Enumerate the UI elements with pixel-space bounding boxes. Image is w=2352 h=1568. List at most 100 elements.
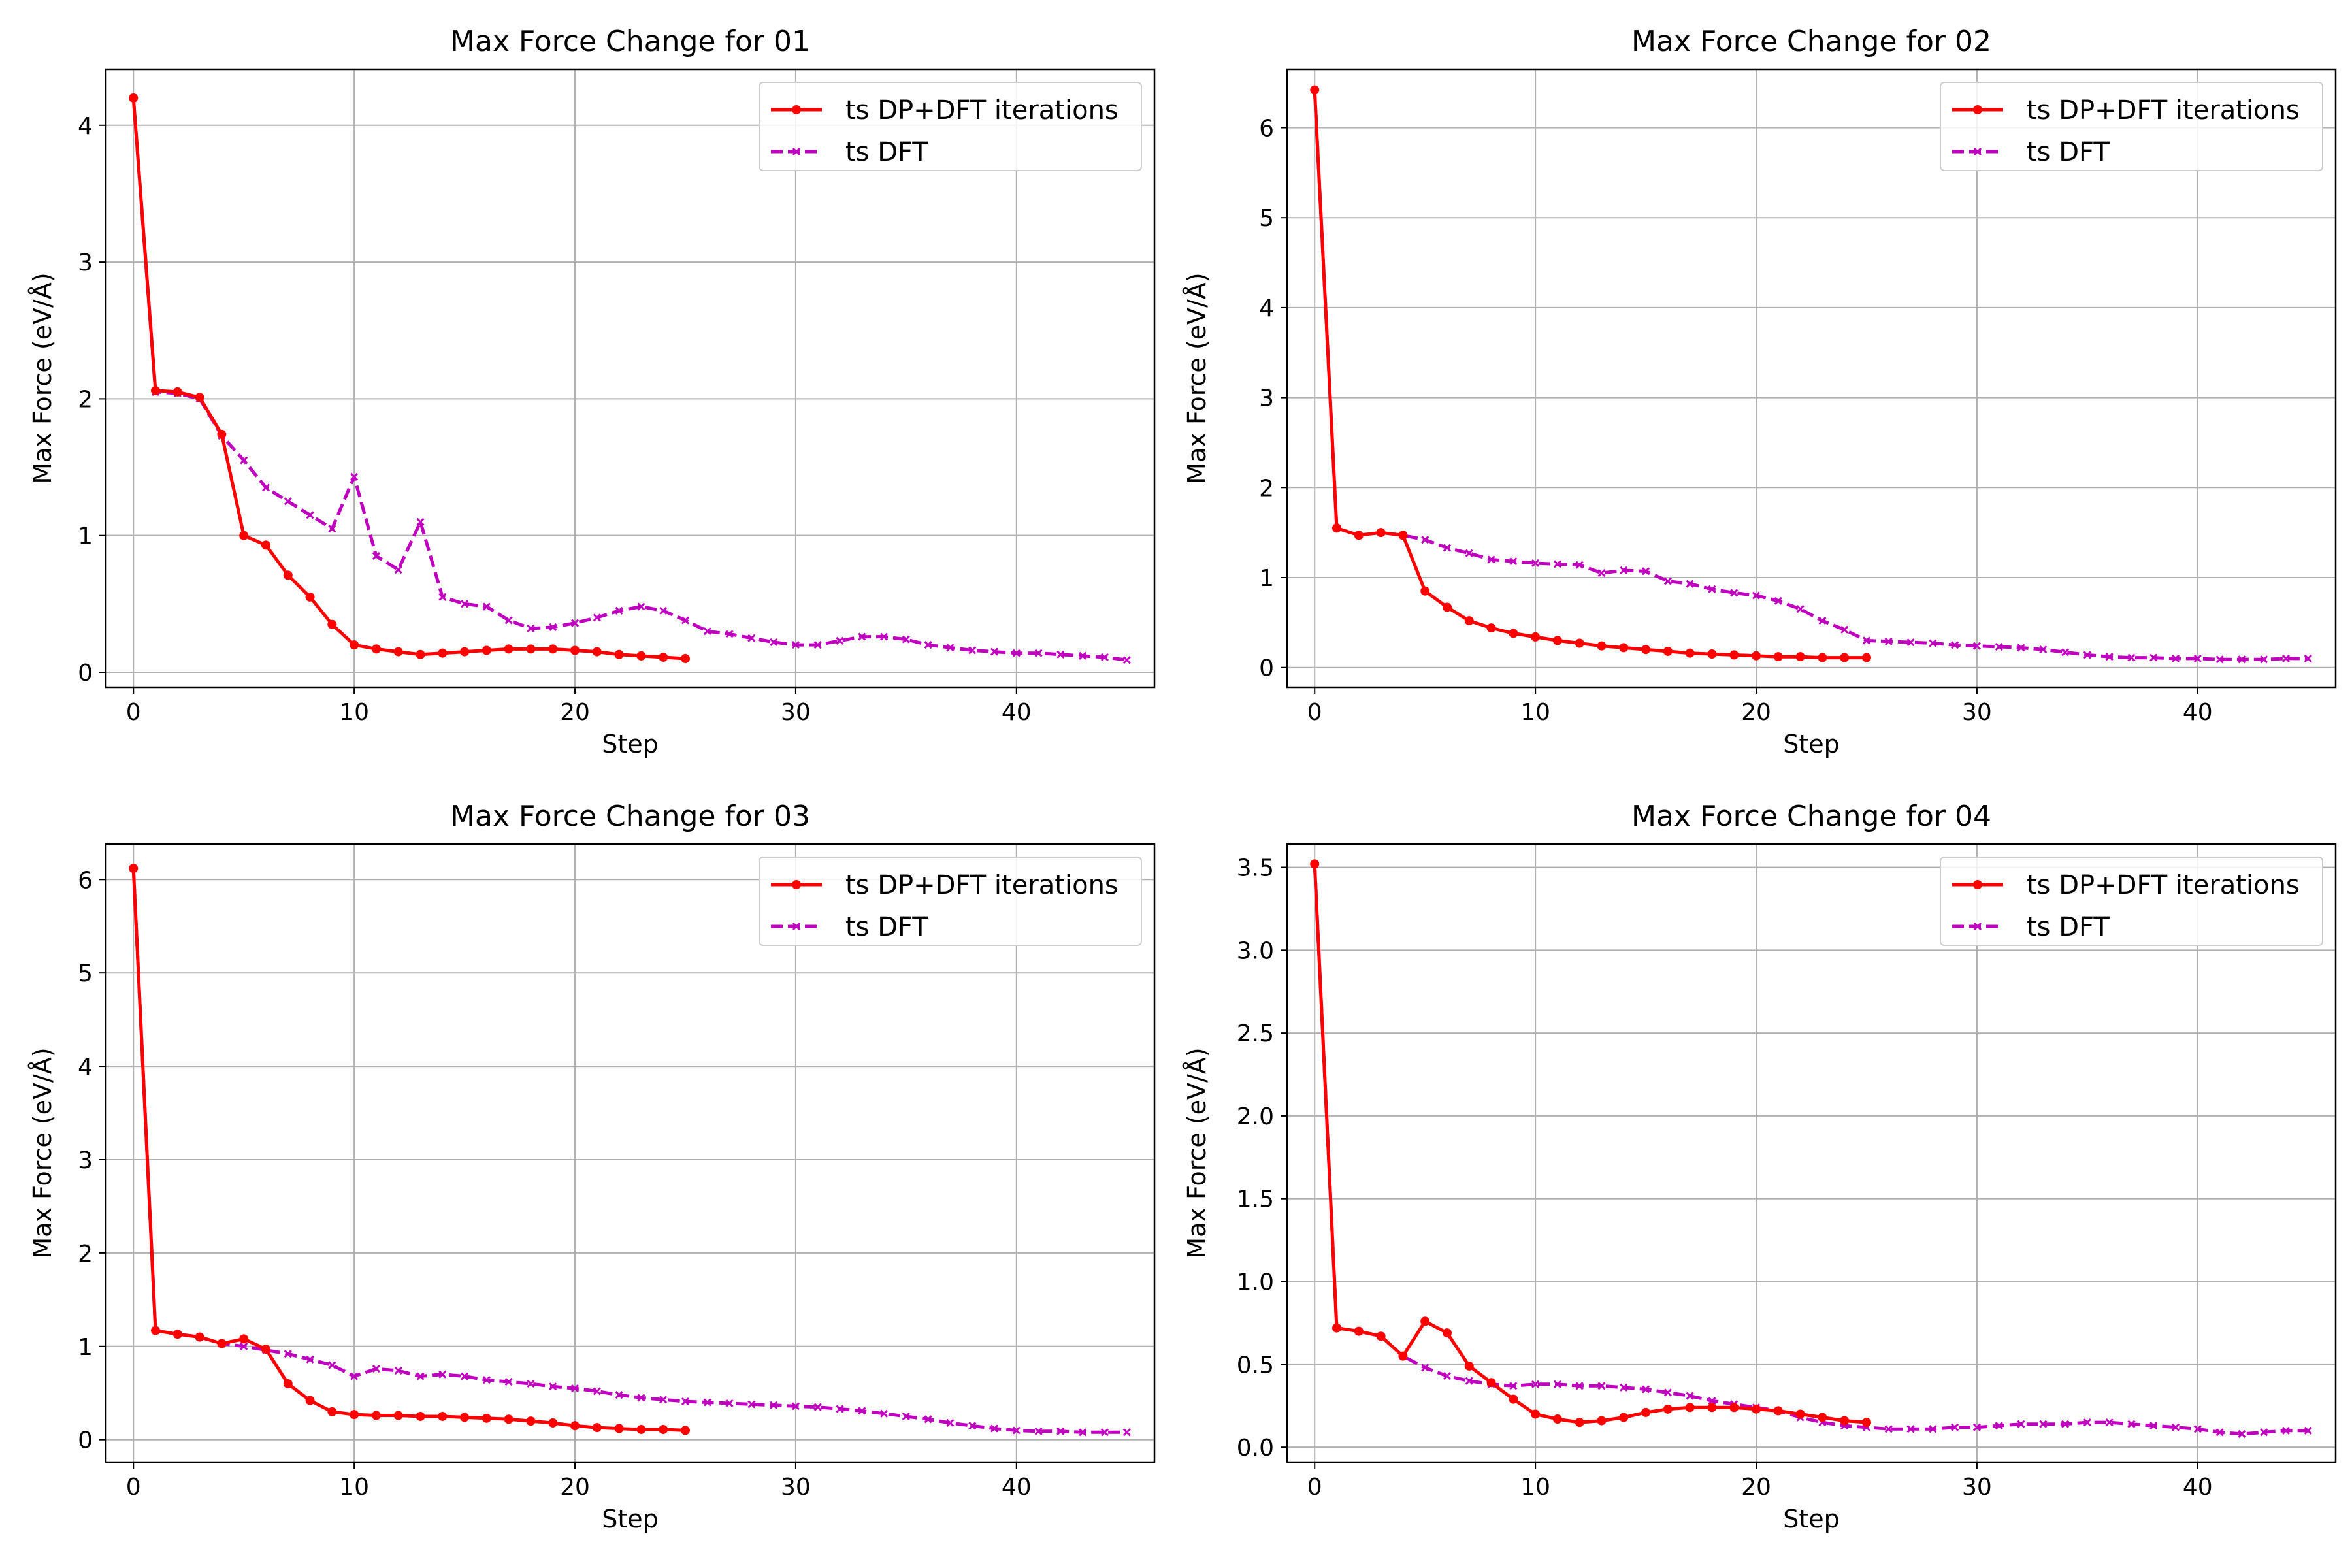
data-point <box>1442 1328 1452 1338</box>
data-point <box>2193 1425 2202 1433</box>
data-point <box>283 1379 293 1388</box>
y-tick-label: 6 <box>1259 116 1274 142</box>
data-point <box>1420 1316 1430 1326</box>
data-point <box>615 1391 623 1399</box>
data-point <box>1442 602 1452 612</box>
x-tick-label: 30 <box>781 699 811 726</box>
y-tick-label: 1 <box>78 1334 93 1361</box>
data-point <box>1420 586 1430 596</box>
data-point <box>504 644 514 654</box>
x-tick-label: 40 <box>1002 699 1032 726</box>
data-point <box>504 616 513 625</box>
data-point <box>1663 1388 1672 1397</box>
data-point <box>946 1418 955 1428</box>
chart-panel-1: 0 10 20 30 40 0 1 2 3 4 Max Force Change for 01 Ste… <box>28 25 1156 759</box>
data-point <box>1575 638 1584 648</box>
data-point <box>305 592 315 602</box>
chart-title: Max Force Change for 02 <box>1631 25 1991 58</box>
data-point <box>461 600 469 608</box>
legend-marker <box>1973 922 1982 931</box>
data-point <box>548 1418 558 1428</box>
y-tick-label: 2 <box>78 386 93 413</box>
data-point <box>2149 1422 2158 1430</box>
series-dft <box>129 93 1131 664</box>
data-point <box>2171 654 2180 663</box>
data-point <box>1553 1380 1561 1388</box>
data-point <box>2171 1423 2180 1431</box>
data-point <box>1079 651 1087 660</box>
data-point <box>858 1407 866 1415</box>
data-point <box>1929 1425 1937 1433</box>
data-point <box>1509 1394 1518 1404</box>
data-point <box>1752 1404 1761 1414</box>
data-point <box>725 630 734 638</box>
data-point <box>968 646 977 655</box>
axes-frame <box>1286 68 2337 689</box>
data-point <box>1509 629 1518 638</box>
data-point <box>2017 644 2025 652</box>
data-point <box>570 645 580 655</box>
data-point <box>350 640 359 650</box>
y-tick-label: 5 <box>78 960 93 987</box>
data-point <box>1012 649 1021 657</box>
data-point <box>283 570 293 580</box>
series-dft <box>1311 86 2312 664</box>
data-point <box>1398 1351 1408 1361</box>
data-point <box>1995 1422 2003 1430</box>
data-point <box>482 1413 491 1423</box>
y-tick-label: 4 <box>78 1054 93 1081</box>
data-point <box>1056 650 1065 659</box>
x-tick-label: 30 <box>1962 1474 1992 1501</box>
data-point <box>1972 642 1981 650</box>
x-tick-label: 40 <box>1002 1474 1032 1501</box>
data-point <box>416 1411 425 1421</box>
data-point <box>1906 1425 1915 1433</box>
data-point <box>659 1396 668 1404</box>
data-point <box>1079 1428 1087 1437</box>
data-point <box>1465 1377 1473 1385</box>
data-point <box>1951 1423 1959 1431</box>
data-point <box>791 641 800 649</box>
data-point <box>416 1372 425 1380</box>
data-point <box>2304 1426 2312 1435</box>
chart-panel-2: 0 10 20 30 40 0 1 2 3 4 5 6 Max Force Change for 02 S… <box>1183 25 2337 759</box>
data-point <box>1840 653 1850 662</box>
data-point <box>858 632 866 641</box>
x-tick-label: 40 <box>2183 699 2213 726</box>
legend-marker <box>1973 147 1982 156</box>
data-point <box>172 1330 182 1339</box>
data-point <box>1685 1403 1695 1413</box>
data-point <box>1421 1364 1429 1372</box>
y-tick-label: 1 <box>78 523 93 550</box>
data-point <box>637 602 645 611</box>
data-point <box>350 472 359 481</box>
data-point <box>393 647 403 657</box>
data-point <box>592 647 602 657</box>
data-point <box>1685 648 1695 658</box>
data-point <box>659 1424 668 1434</box>
legend: ts DP+DFT iterations ts DFT <box>759 82 1142 171</box>
data-point <box>1421 536 1429 544</box>
x-tick-label: 30 <box>1962 699 1992 726</box>
series-line <box>131 97 686 661</box>
data-point <box>1707 1403 1717 1413</box>
data-point <box>217 1339 227 1348</box>
legend-marker <box>792 880 801 889</box>
data-point <box>482 1376 491 1384</box>
data-point <box>836 636 844 645</box>
data-point <box>2127 1420 2136 1428</box>
data-point <box>946 644 955 652</box>
data-point <box>593 613 601 622</box>
data-point <box>460 1413 470 1422</box>
data-point <box>195 393 204 402</box>
x-tick-label: 0 <box>1307 1474 1322 1501</box>
data-point <box>1354 531 1364 540</box>
data-point <box>703 627 711 636</box>
data-point <box>2105 1418 2114 1427</box>
chart-title: Max Force Change for 04 <box>1631 800 1991 833</box>
data-point <box>1354 1326 1364 1336</box>
y-tick-label: 3 <box>78 250 93 276</box>
data-point <box>239 531 249 540</box>
data-point <box>2039 1420 2048 1428</box>
y-tick-label: 0 <box>1259 655 1274 682</box>
